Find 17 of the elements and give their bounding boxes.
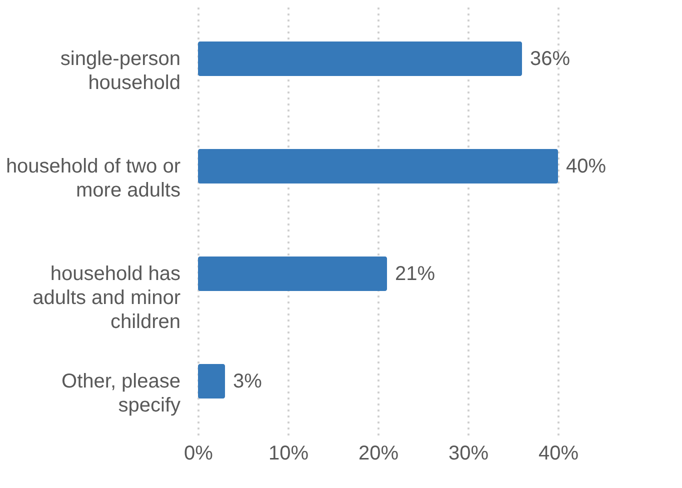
x-tick-label: 0%	[184, 442, 214, 464]
bar	[198, 149, 558, 184]
data-label: 36%	[530, 48, 570, 70]
data-label: 3%	[233, 370, 262, 392]
x-tick-label: 20%	[358, 442, 399, 464]
bar	[198, 364, 225, 398]
x-tick-label: 10%	[268, 442, 309, 464]
bar	[198, 42, 522, 76]
y-tick-label: household has adults and minor children	[32, 262, 181, 333]
y-tick-label: household of two or more adults	[6, 155, 181, 202]
y-tick-label: single-person household	[60, 48, 180, 94]
x-tick-label: 40%	[538, 442, 579, 464]
y-tick-label: Other, please specify	[62, 370, 180, 416]
data-label: 21%	[395, 262, 436, 285]
data-label: 40%	[566, 155, 606, 178]
bar	[198, 256, 387, 291]
x-tick-label: 30%	[448, 442, 489, 464]
